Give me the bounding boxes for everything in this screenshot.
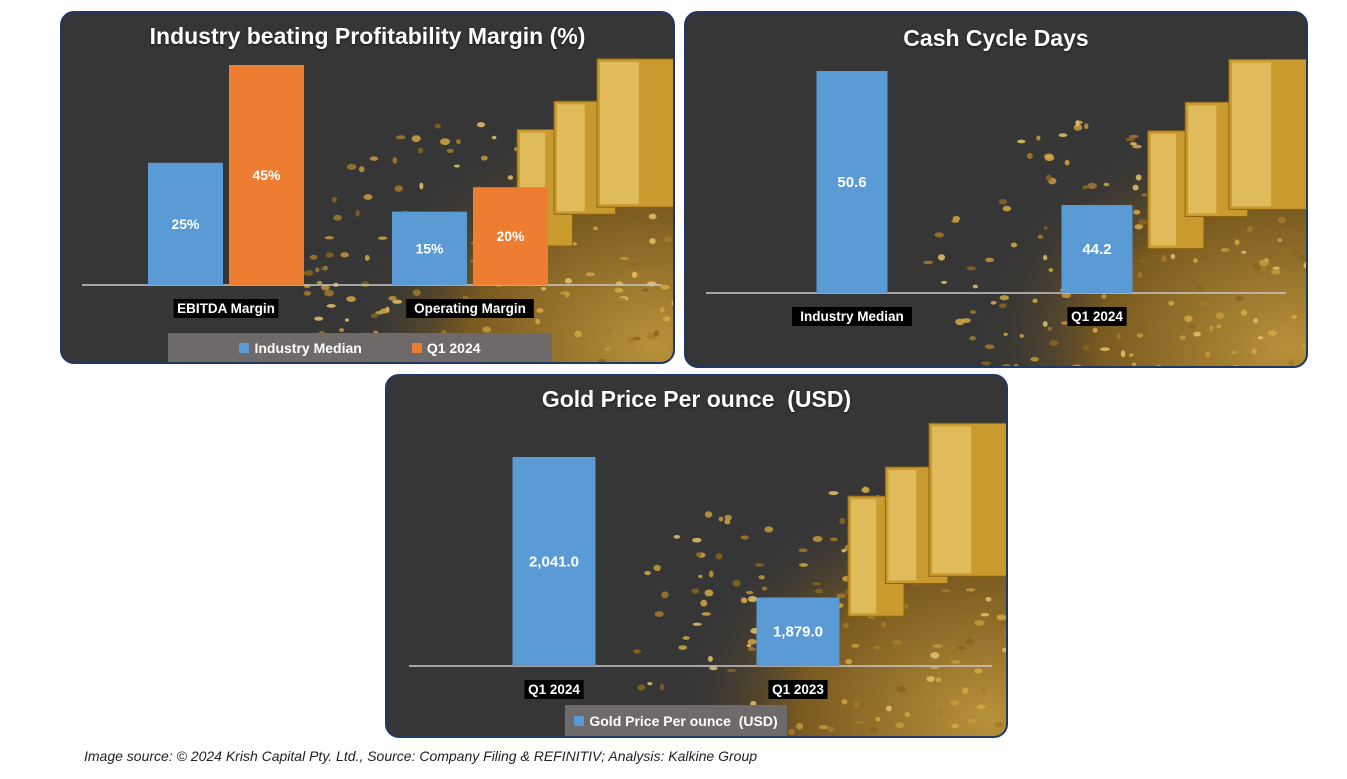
category-label-bg	[792, 307, 912, 326]
category-label: Q1 2024	[528, 682, 580, 697]
chart-title: Cash Cycle Days	[903, 25, 1089, 51]
legend-swatch-gold-price	[574, 716, 585, 726]
bar-gold-price-per-ounce-usd-	[756, 597, 840, 666]
data-label: 50.6	[837, 174, 866, 191]
legend-item-industry-median: Industry Median	[239, 340, 362, 356]
category-label: Operating Margin	[414, 301, 526, 316]
data-label: 44.2	[1082, 241, 1111, 258]
category-label-bg	[173, 299, 279, 318]
gold-bars	[847, 422, 1006, 617]
chart-panel-cash-cycle: Cash Cycle Days 50.6 Industry Median 44.2 Q…	[684, 11, 1308, 368]
data-label: 25%	[171, 216, 200, 232]
chart-title: Industry beating Profitability Margin (%…	[149, 23, 586, 49]
category-label-bg	[406, 299, 534, 318]
image-source-caption: Image source: © 2024 Krish Capital Pty. …	[84, 748, 758, 764]
chart-panel-gold-price: Gold Price Per ounce (USD) 2,041.0 Q1 202…	[385, 374, 1008, 738]
plot-area: 2,041.0 Q1 2024 1,879.0 Q1 2023	[409, 457, 992, 699]
legend-label: Gold Price Per ounce (USD)	[589, 713, 778, 729]
chart-legend: Gold Price Per ounce (USD)	[565, 705, 787, 736]
gold-bars	[1147, 58, 1306, 250]
category-label-bg	[524, 680, 584, 699]
legend-swatch-q1-2024	[411, 343, 422, 353]
gold-background-image	[611, 422, 1006, 736]
bar-q1-2024	[473, 187, 548, 285]
chart-legend: Industry Median Q1 2024	[168, 333, 552, 362]
category-label: Q1 2024	[1071, 309, 1123, 324]
bar-industry-median	[148, 162, 223, 285]
data-label: 2,041.0	[529, 554, 579, 571]
bar-industry-median	[392, 211, 467, 285]
data-label: 15%	[415, 240, 444, 256]
data-label: 1,879.0	[773, 624, 823, 641]
category-label-bg	[1067, 307, 1127, 326]
category-label: Q1 2023	[772, 682, 824, 697]
bar-cash-cycle-days	[816, 71, 888, 293]
plot-area: 50.6 Industry Median 44.2 Q1 2024	[706, 71, 1286, 326]
legend-item-gold-price: Gold Price Per ounce (USD)	[574, 713, 778, 729]
data-label: 20%	[496, 228, 525, 244]
plot-area: 25% 45% EBITDA Margin 15% 20% Operating Margi…	[82, 65, 662, 318]
legend-label: Q1 2024	[426, 340, 481, 356]
category-label-bg	[768, 680, 828, 699]
legend-label: Industry Median	[254, 340, 362, 356]
chart-title: Gold Price Per ounce (USD)	[541, 386, 852, 412]
gold-bars	[516, 58, 673, 247]
bar-q1-2024	[229, 65, 304, 285]
chart-panel-profitability: Industry beating Profitability Margin (%…	[60, 11, 675, 364]
data-label: 45%	[252, 167, 281, 183]
category-label: Industry Median	[800, 309, 904, 324]
legend-item-q1-2024: Q1 2024	[411, 340, 481, 356]
bar-cash-cycle-days	[1061, 205, 1133, 293]
category-label: EBITDA Margin	[177, 301, 275, 316]
gold-background-image	[283, 58, 673, 362]
legend-swatch-industry	[239, 343, 250, 353]
bar-gold-price-per-ounce-usd-	[512, 457, 596, 666]
